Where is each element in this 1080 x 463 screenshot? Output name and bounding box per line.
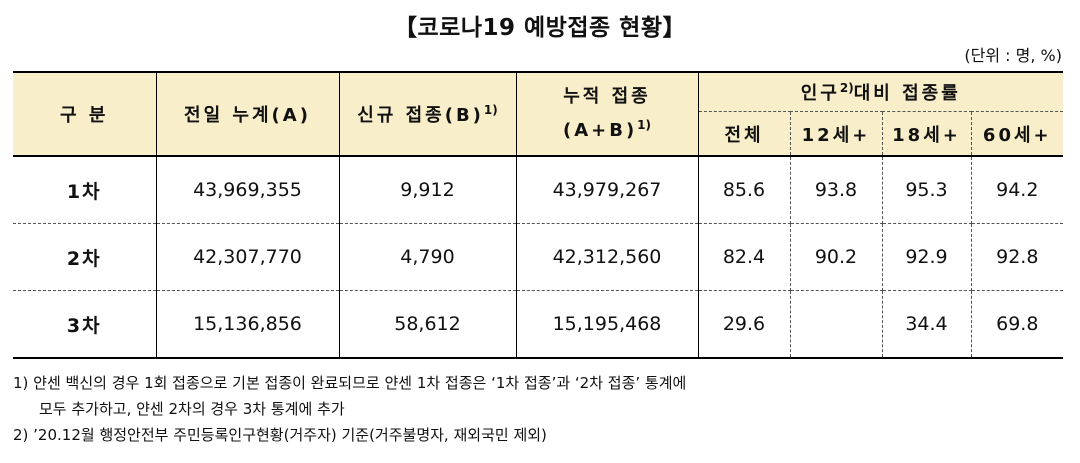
header-category: 구 분 xyxy=(13,71,157,157)
cell-rate-18: 34.4 xyxy=(882,290,972,359)
header-rate-group-after: 대비 접종률 xyxy=(853,83,961,104)
header-new-vaccination: 신규 접종(B)1) xyxy=(338,71,517,157)
footnote-ref-1b: 1) xyxy=(637,118,652,132)
footnotes: 1) 얀센 백신의 경우 1회 접종으로 기본 접종이 완료되므로 얀센 1차 … xyxy=(13,370,1063,448)
header-rate-group: 인구2)대비 접종률 xyxy=(697,71,1064,112)
footnote-1-continued: 모두 추가하고, 얀센 2차의 경우 3차 통계에 추가 xyxy=(39,400,345,418)
row-label: 1차 xyxy=(13,156,157,224)
footnote-ref-1: 1) xyxy=(483,103,498,117)
cell-rate-18: 95.3 xyxy=(882,156,972,224)
header-rate-12: 12세+ xyxy=(790,111,883,157)
header-cumulative-formula: (A+B) xyxy=(562,120,638,141)
cell-rate-60: 92.8 xyxy=(971,223,1064,291)
cell-cumulative: 42,312,560 xyxy=(515,223,699,291)
cell-new: 9,912 xyxy=(338,156,517,224)
header-cumulative-line1: 누적 접종 xyxy=(563,86,651,107)
cell-rate-total: 29.6 xyxy=(697,290,791,359)
unit-label: (단위 : 명, %) xyxy=(964,46,1062,65)
header-rate-18: 18세+ xyxy=(882,111,972,157)
table-row: 1차 43,969,355 9,912 43,979,267 85.6 93.8… xyxy=(13,156,1064,224)
header-prev-cumulative: 전일 누계(A) xyxy=(155,71,340,157)
page-title: 【코로나19 예방접종 현황】 xyxy=(394,15,686,41)
cell-rate-12 xyxy=(790,290,883,359)
footnote-2: 2) ’20.12월 행정안전부 주민등록인구현황(거주자) 기준(거주불명자,… xyxy=(13,426,547,444)
header-rate-total: 전체 xyxy=(697,111,791,157)
cell-rate-total: 82.4 xyxy=(697,223,791,291)
header-rate-60: 60세+ xyxy=(971,111,1064,157)
subheader-row: 전체 12세+ 18세+ 60세+ xyxy=(13,111,1064,157)
cell-rate-60: 69.8 xyxy=(971,290,1064,359)
cell-new: 58,612 xyxy=(338,290,517,359)
header-row: 구 분 전일 누계(A) 신규 접종(B)1) 누적 접종 (A+B)1) 인구… xyxy=(13,71,1064,157)
cell-rate-12: 90.2 xyxy=(790,223,883,291)
cell-rate-12: 93.8 xyxy=(790,156,883,224)
row-label: 3차 xyxy=(13,290,157,359)
footnote-1: 1) 얀센 백신의 경우 1회 접종으로 기본 접종이 완료되므로 얀센 1차 … xyxy=(13,374,687,392)
header-cumulative-line2: (A+B)1) xyxy=(517,111,698,145)
header-new-vaccination-label: 신규 접종(B) xyxy=(357,105,484,126)
footnote-ref-2: 2) xyxy=(839,81,854,95)
cell-prev: 15,136,856 xyxy=(155,290,340,359)
vaccination-table: 구 분 전일 누계(A) 신규 접종(B)1) 누적 접종 (A+B)1) 인구… xyxy=(13,71,1064,359)
cell-new: 4,790 xyxy=(338,223,517,291)
row-label: 2차 xyxy=(13,223,157,291)
cell-cumulative: 15,195,468 xyxy=(515,290,699,359)
table-row: 3차 15,136,856 58,612 15,195,468 29.6 34.… xyxy=(13,290,1064,359)
header-rate-group-before: 인구 xyxy=(800,83,840,104)
cell-rate-18: 92.9 xyxy=(882,223,972,291)
cell-rate-60: 94.2 xyxy=(971,156,1064,224)
cell-cumulative: 43,979,267 xyxy=(515,156,699,224)
table-row: 2차 42,307,770 4,790 42,312,560 82.4 90.2… xyxy=(13,223,1064,291)
cell-prev: 43,969,355 xyxy=(155,156,340,224)
cell-rate-total: 85.6 xyxy=(697,156,791,224)
header-cumulative: 누적 접종 (A+B)1) xyxy=(515,71,699,157)
cell-prev: 42,307,770 xyxy=(155,223,340,291)
